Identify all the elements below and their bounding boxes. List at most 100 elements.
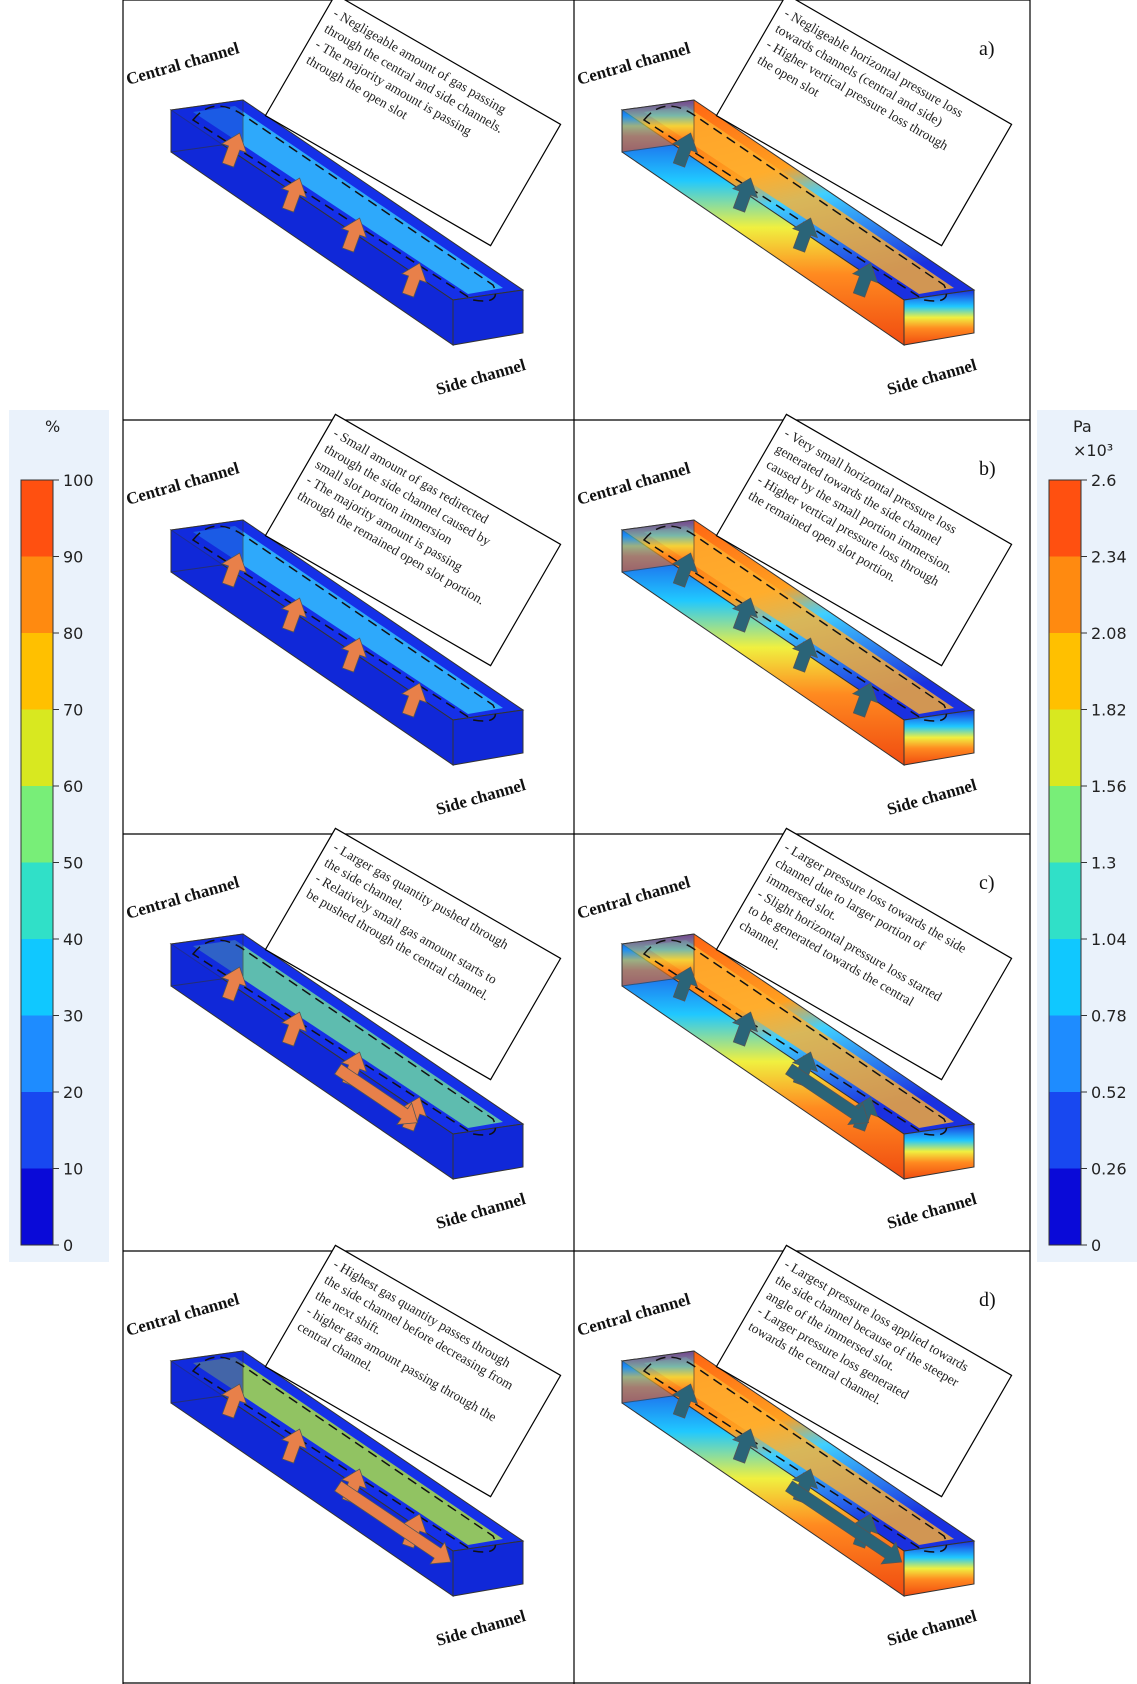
arrow bbox=[334, 1063, 419, 1125]
arrow bbox=[672, 132, 699, 168]
colorbar-band bbox=[21, 709, 53, 786]
arrow bbox=[732, 1011, 759, 1047]
colorbar-band bbox=[1049, 1092, 1081, 1169]
flow-outline bbox=[191, 525, 497, 722]
side-channel-label: Side channel bbox=[434, 355, 528, 399]
box-end bbox=[903, 709, 975, 766]
colorbar-tick-label: 1.3 bbox=[1091, 854, 1116, 873]
side-channel-label: Side channel bbox=[885, 1606, 979, 1650]
arrow bbox=[281, 1428, 308, 1464]
colorbar-band bbox=[21, 1092, 53, 1169]
side-channel-label: Side channel bbox=[885, 355, 979, 399]
central-channel-label: Central channel bbox=[575, 458, 693, 508]
colorbar-band bbox=[21, 862, 53, 939]
panel-letter: c) bbox=[979, 872, 995, 894]
colorbar-tick-label: 1.04 bbox=[1091, 930, 1127, 949]
arrow bbox=[672, 1383, 699, 1419]
note-frame bbox=[715, 827, 1013, 1081]
flow-outline bbox=[191, 105, 497, 302]
arrow-shape bbox=[672, 552, 699, 588]
pressure-panel: Central channel Side channel b)- Very smal… bbox=[575, 413, 1013, 819]
colorbar-tick-label: 100 bbox=[63, 471, 94, 490]
colorbar-tick-label: 0.52 bbox=[1091, 1083, 1127, 1102]
central-channel-label: Central channel bbox=[575, 872, 693, 922]
arrow-shape bbox=[334, 1480, 452, 1565]
slot bbox=[193, 526, 503, 714]
arrow bbox=[401, 262, 428, 298]
note-frame bbox=[264, 827, 562, 1081]
panel-letter: d) bbox=[979, 1289, 996, 1311]
flow-outline bbox=[642, 939, 948, 1136]
colorbar-title: Pa bbox=[1073, 417, 1092, 436]
arrow bbox=[221, 132, 248, 168]
note-box: - Largest pressure loss applied towardst… bbox=[715, 1244, 1013, 1498]
colorbar-band bbox=[1049, 480, 1081, 557]
side-channel-label: Side channel bbox=[885, 1189, 979, 1233]
central-channel-label: Central channel bbox=[124, 1289, 242, 1339]
arrow bbox=[221, 966, 248, 1002]
arrow-shape bbox=[221, 1383, 248, 1419]
arrow-shape bbox=[732, 1428, 759, 1464]
central-channel-label: Central channel bbox=[575, 1289, 693, 1339]
colorbar-band bbox=[1049, 709, 1081, 786]
note-frame bbox=[715, 413, 1013, 667]
colorbar-title: % bbox=[45, 417, 60, 436]
flow-outline bbox=[191, 1356, 497, 1553]
arrow-shape bbox=[281, 597, 308, 633]
box-end bbox=[903, 289, 975, 346]
arrow-shape bbox=[852, 262, 879, 298]
arrow bbox=[221, 1383, 248, 1419]
note-frame bbox=[264, 1244, 562, 1498]
arrow bbox=[281, 1011, 308, 1047]
note-frame bbox=[715, 0, 1013, 247]
colorbar-tick-label: 50 bbox=[63, 854, 83, 873]
flow-outline bbox=[642, 105, 948, 302]
colorbar-band bbox=[21, 556, 53, 633]
colorbar-band bbox=[21, 1168, 53, 1245]
colorbar-tick-label: 0.26 bbox=[1091, 1160, 1127, 1179]
arrow-shape bbox=[732, 1011, 759, 1047]
note-frame bbox=[264, 0, 562, 247]
arrow-shape bbox=[221, 966, 248, 1002]
arrow bbox=[785, 1480, 903, 1565]
arrow-shape bbox=[852, 682, 879, 718]
central-channel-label: Central channel bbox=[124, 872, 242, 922]
pressure-panel: Central channel Side channel d)- Largest p… bbox=[575, 1244, 1013, 1650]
colorbar-tick-label: 2.34 bbox=[1091, 548, 1127, 567]
arrow-shape bbox=[732, 177, 759, 213]
colorbar-band bbox=[21, 480, 53, 557]
colorbar-band bbox=[1049, 1168, 1081, 1245]
flow-outline bbox=[642, 1356, 948, 1553]
note-frame bbox=[264, 413, 562, 667]
note-frame bbox=[715, 1244, 1013, 1498]
side-channel-label: Side channel bbox=[434, 1189, 528, 1233]
colorbar-tick-label: 80 bbox=[63, 624, 83, 643]
colorbar-tick-label: 70 bbox=[63, 701, 83, 720]
arrow bbox=[785, 1063, 870, 1125]
central-channel-label: Central channel bbox=[575, 38, 693, 88]
box-end bbox=[452, 1123, 524, 1180]
arrow-shape bbox=[672, 132, 699, 168]
note-box: - Very small horizontal pressure lossgen… bbox=[715, 413, 1013, 667]
colorbar-band bbox=[21, 786, 53, 863]
arrow-shape bbox=[341, 217, 368, 253]
flow-outline bbox=[642, 525, 948, 722]
colorbar-tick-label: 60 bbox=[63, 777, 83, 796]
arrow bbox=[672, 966, 699, 1002]
note-box: - Negligeable amount of gas passingthrou… bbox=[264, 0, 562, 247]
colorbar-tick-label: 40 bbox=[63, 930, 83, 949]
colorbar-tick-label: 2.08 bbox=[1091, 624, 1127, 643]
arrow-shape bbox=[401, 682, 428, 718]
arrow-shape bbox=[732, 597, 759, 633]
colorbar-band bbox=[21, 939, 53, 1016]
arrow bbox=[732, 177, 759, 213]
colorbar-multiplier: ×10³ bbox=[1073, 441, 1113, 460]
box-end bbox=[452, 289, 524, 346]
arrow bbox=[281, 597, 308, 633]
arrow-shape bbox=[341, 637, 368, 673]
